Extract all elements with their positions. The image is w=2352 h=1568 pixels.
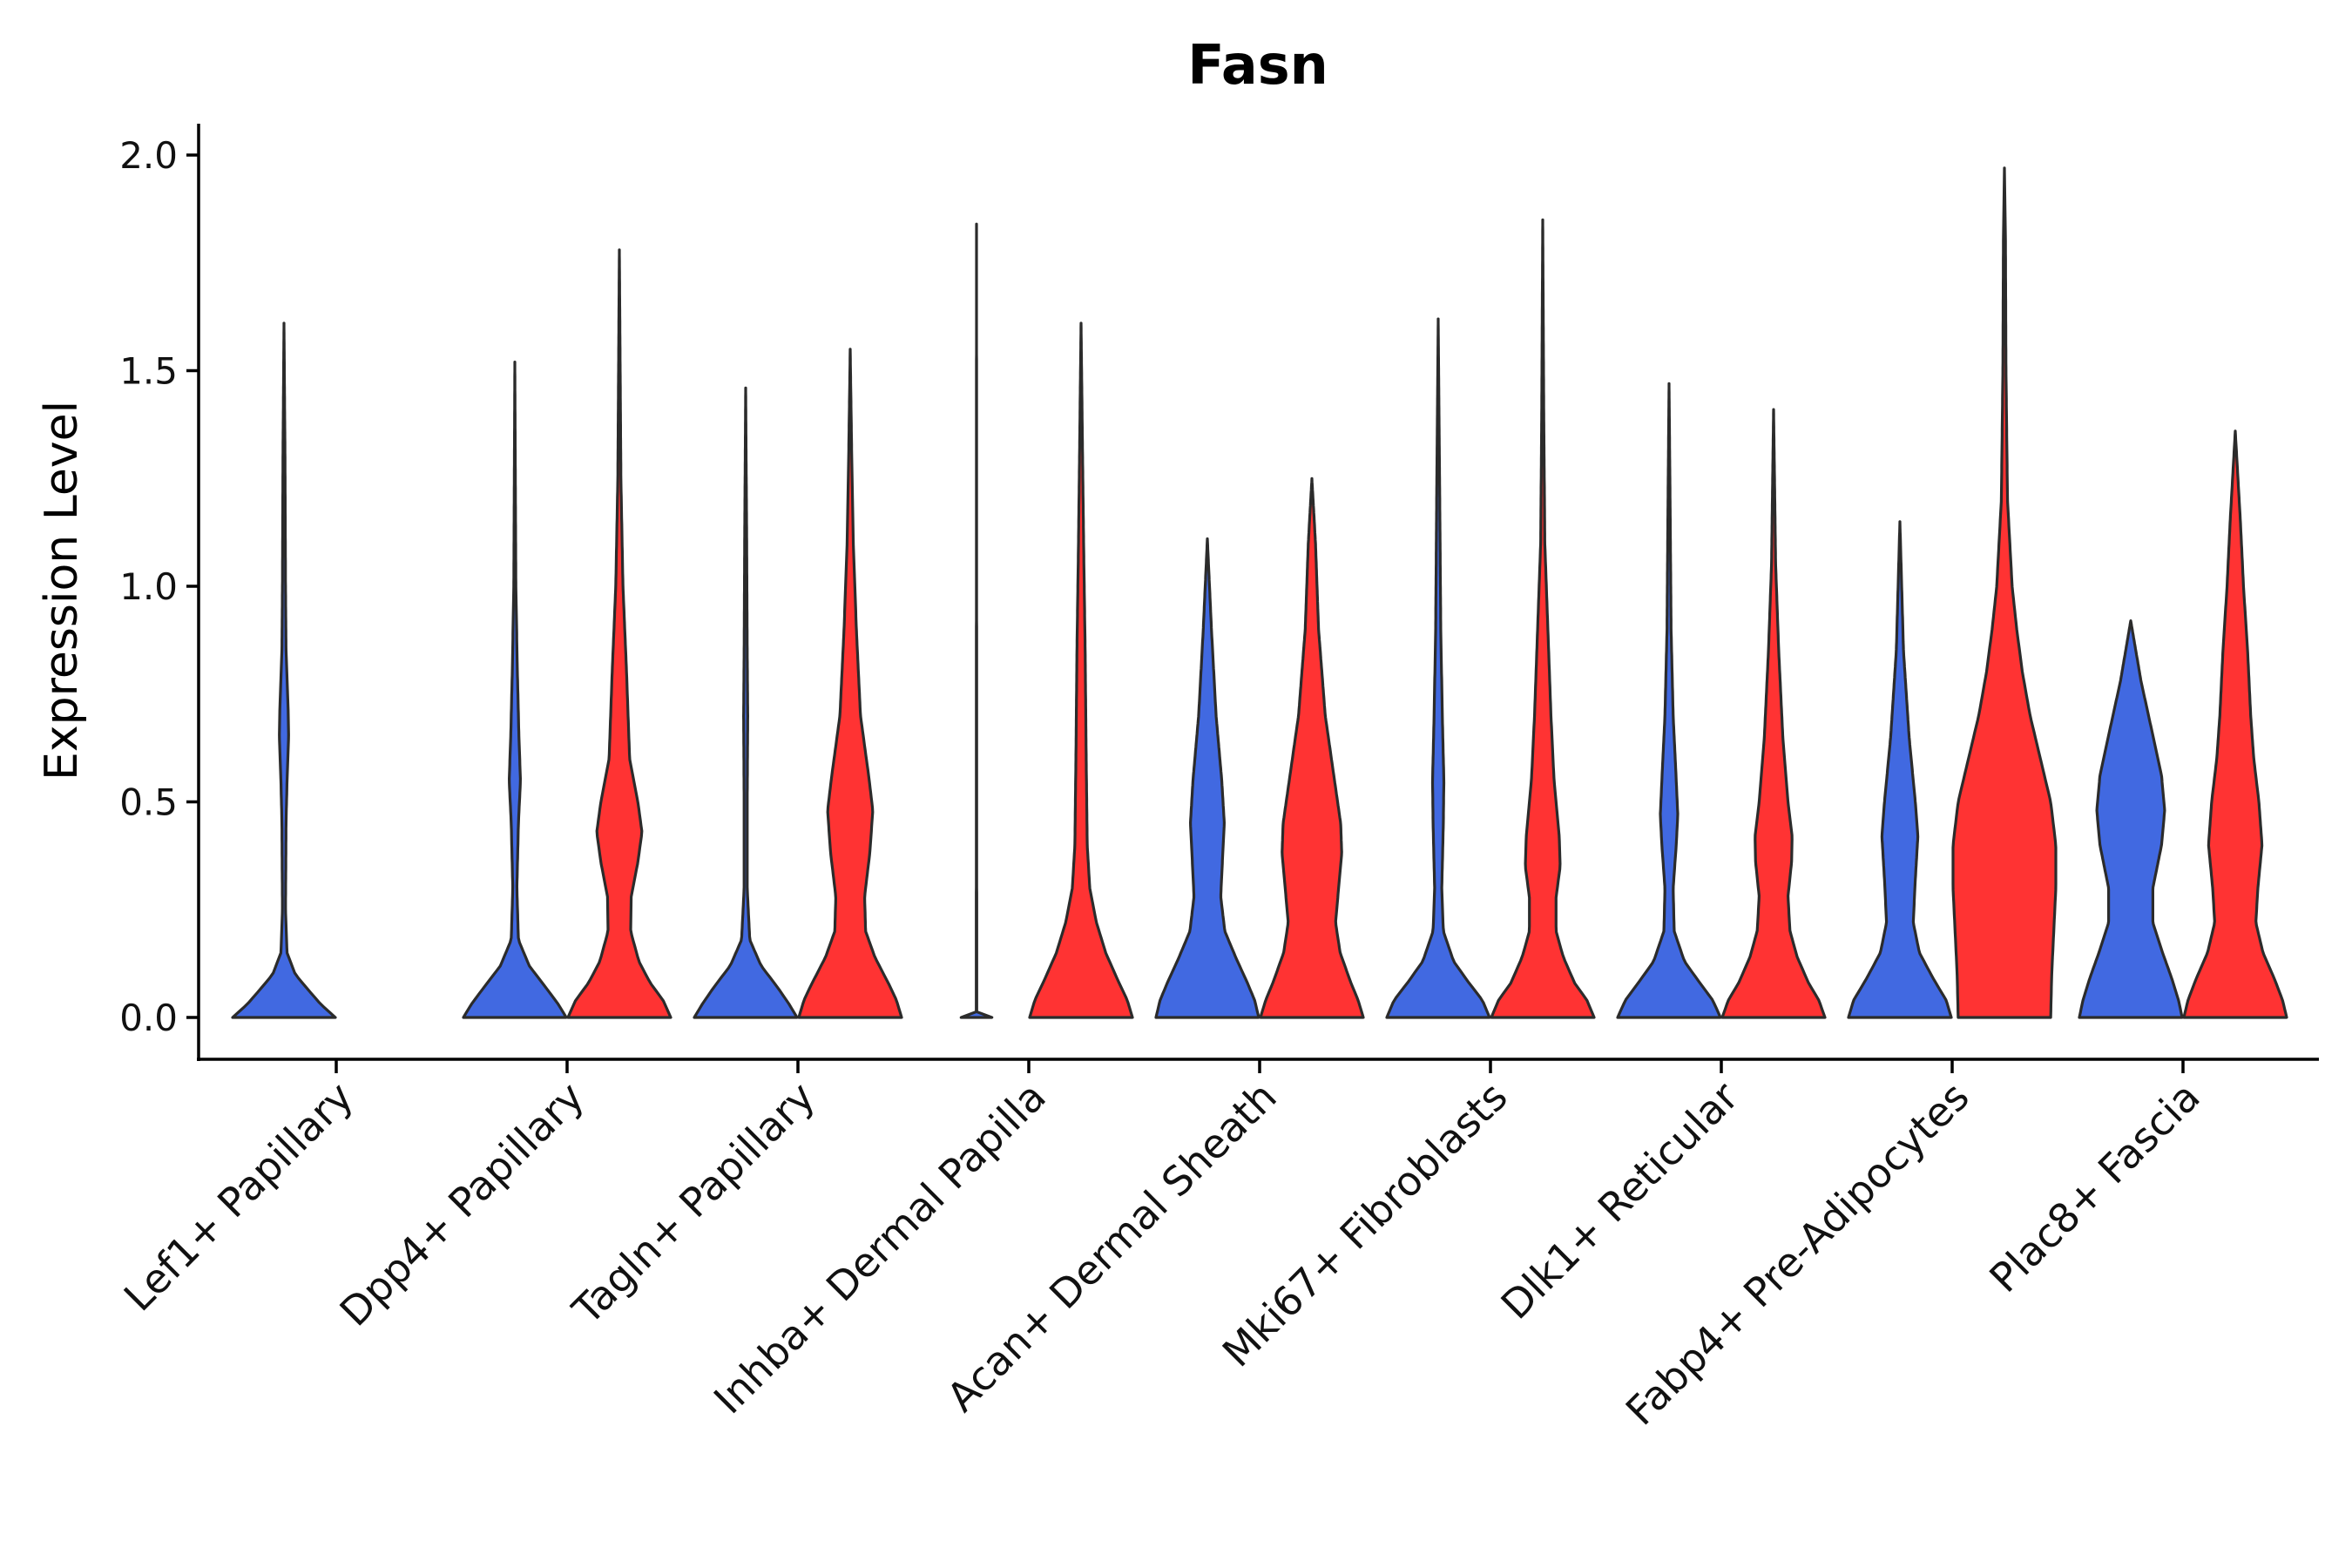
violin-group_b-8 [1951, 166, 2058, 1019]
violin-group_a-7 [1616, 382, 1722, 1019]
y-tick-label: 1.0 [119, 565, 178, 608]
chart-title: Fasn [1187, 33, 1328, 97]
violin-group_b-4 [1028, 321, 1134, 1019]
x-category-label: Dlk1+ Reticular [1492, 1073, 1747, 1328]
y-tick-label: 1.5 [119, 350, 178, 393]
violin-group_a-8 [1847, 520, 1953, 1019]
x-category-label: Tagln+ Papillary [563, 1073, 824, 1335]
y-axis-ticks: 0.0 0.5 1.0 1.5 2.0 [119, 134, 199, 1039]
x-category-label: Dpp4+ Papillary [331, 1073, 593, 1335]
violin-group_b-6 [1490, 218, 1596, 1019]
y-axis-label: Expression Level [36, 401, 88, 781]
y-tick-label: 0.5 [119, 781, 178, 824]
violin-group_a-5 [1154, 537, 1260, 1019]
violin-group_a-9 [2078, 619, 2184, 1019]
violin-group_b-9 [2182, 429, 2288, 1019]
violin-layer [231, 166, 2288, 1019]
violin-group_b-2 [566, 248, 672, 1019]
x-category-label: Plac8+ Fascia [1980, 1073, 2208, 1301]
y-tick-label: 0.0 [119, 997, 178, 1039]
violin-group_b-3 [797, 348, 903, 1019]
violin-group_a-6 [1385, 317, 1491, 1019]
violin-group_a-4 [959, 222, 994, 1019]
y-tick-label: 2.0 [119, 134, 178, 177]
violin-group_b-7 [1720, 408, 1827, 1019]
violin-group_a-2 [462, 361, 568, 1019]
violin-group_a-3 [693, 386, 799, 1019]
violin-group_b-5 [1259, 476, 1365, 1019]
violin-group_a-1 [231, 321, 337, 1019]
x-category-label: Lef1+ Papillary [115, 1073, 362, 1321]
